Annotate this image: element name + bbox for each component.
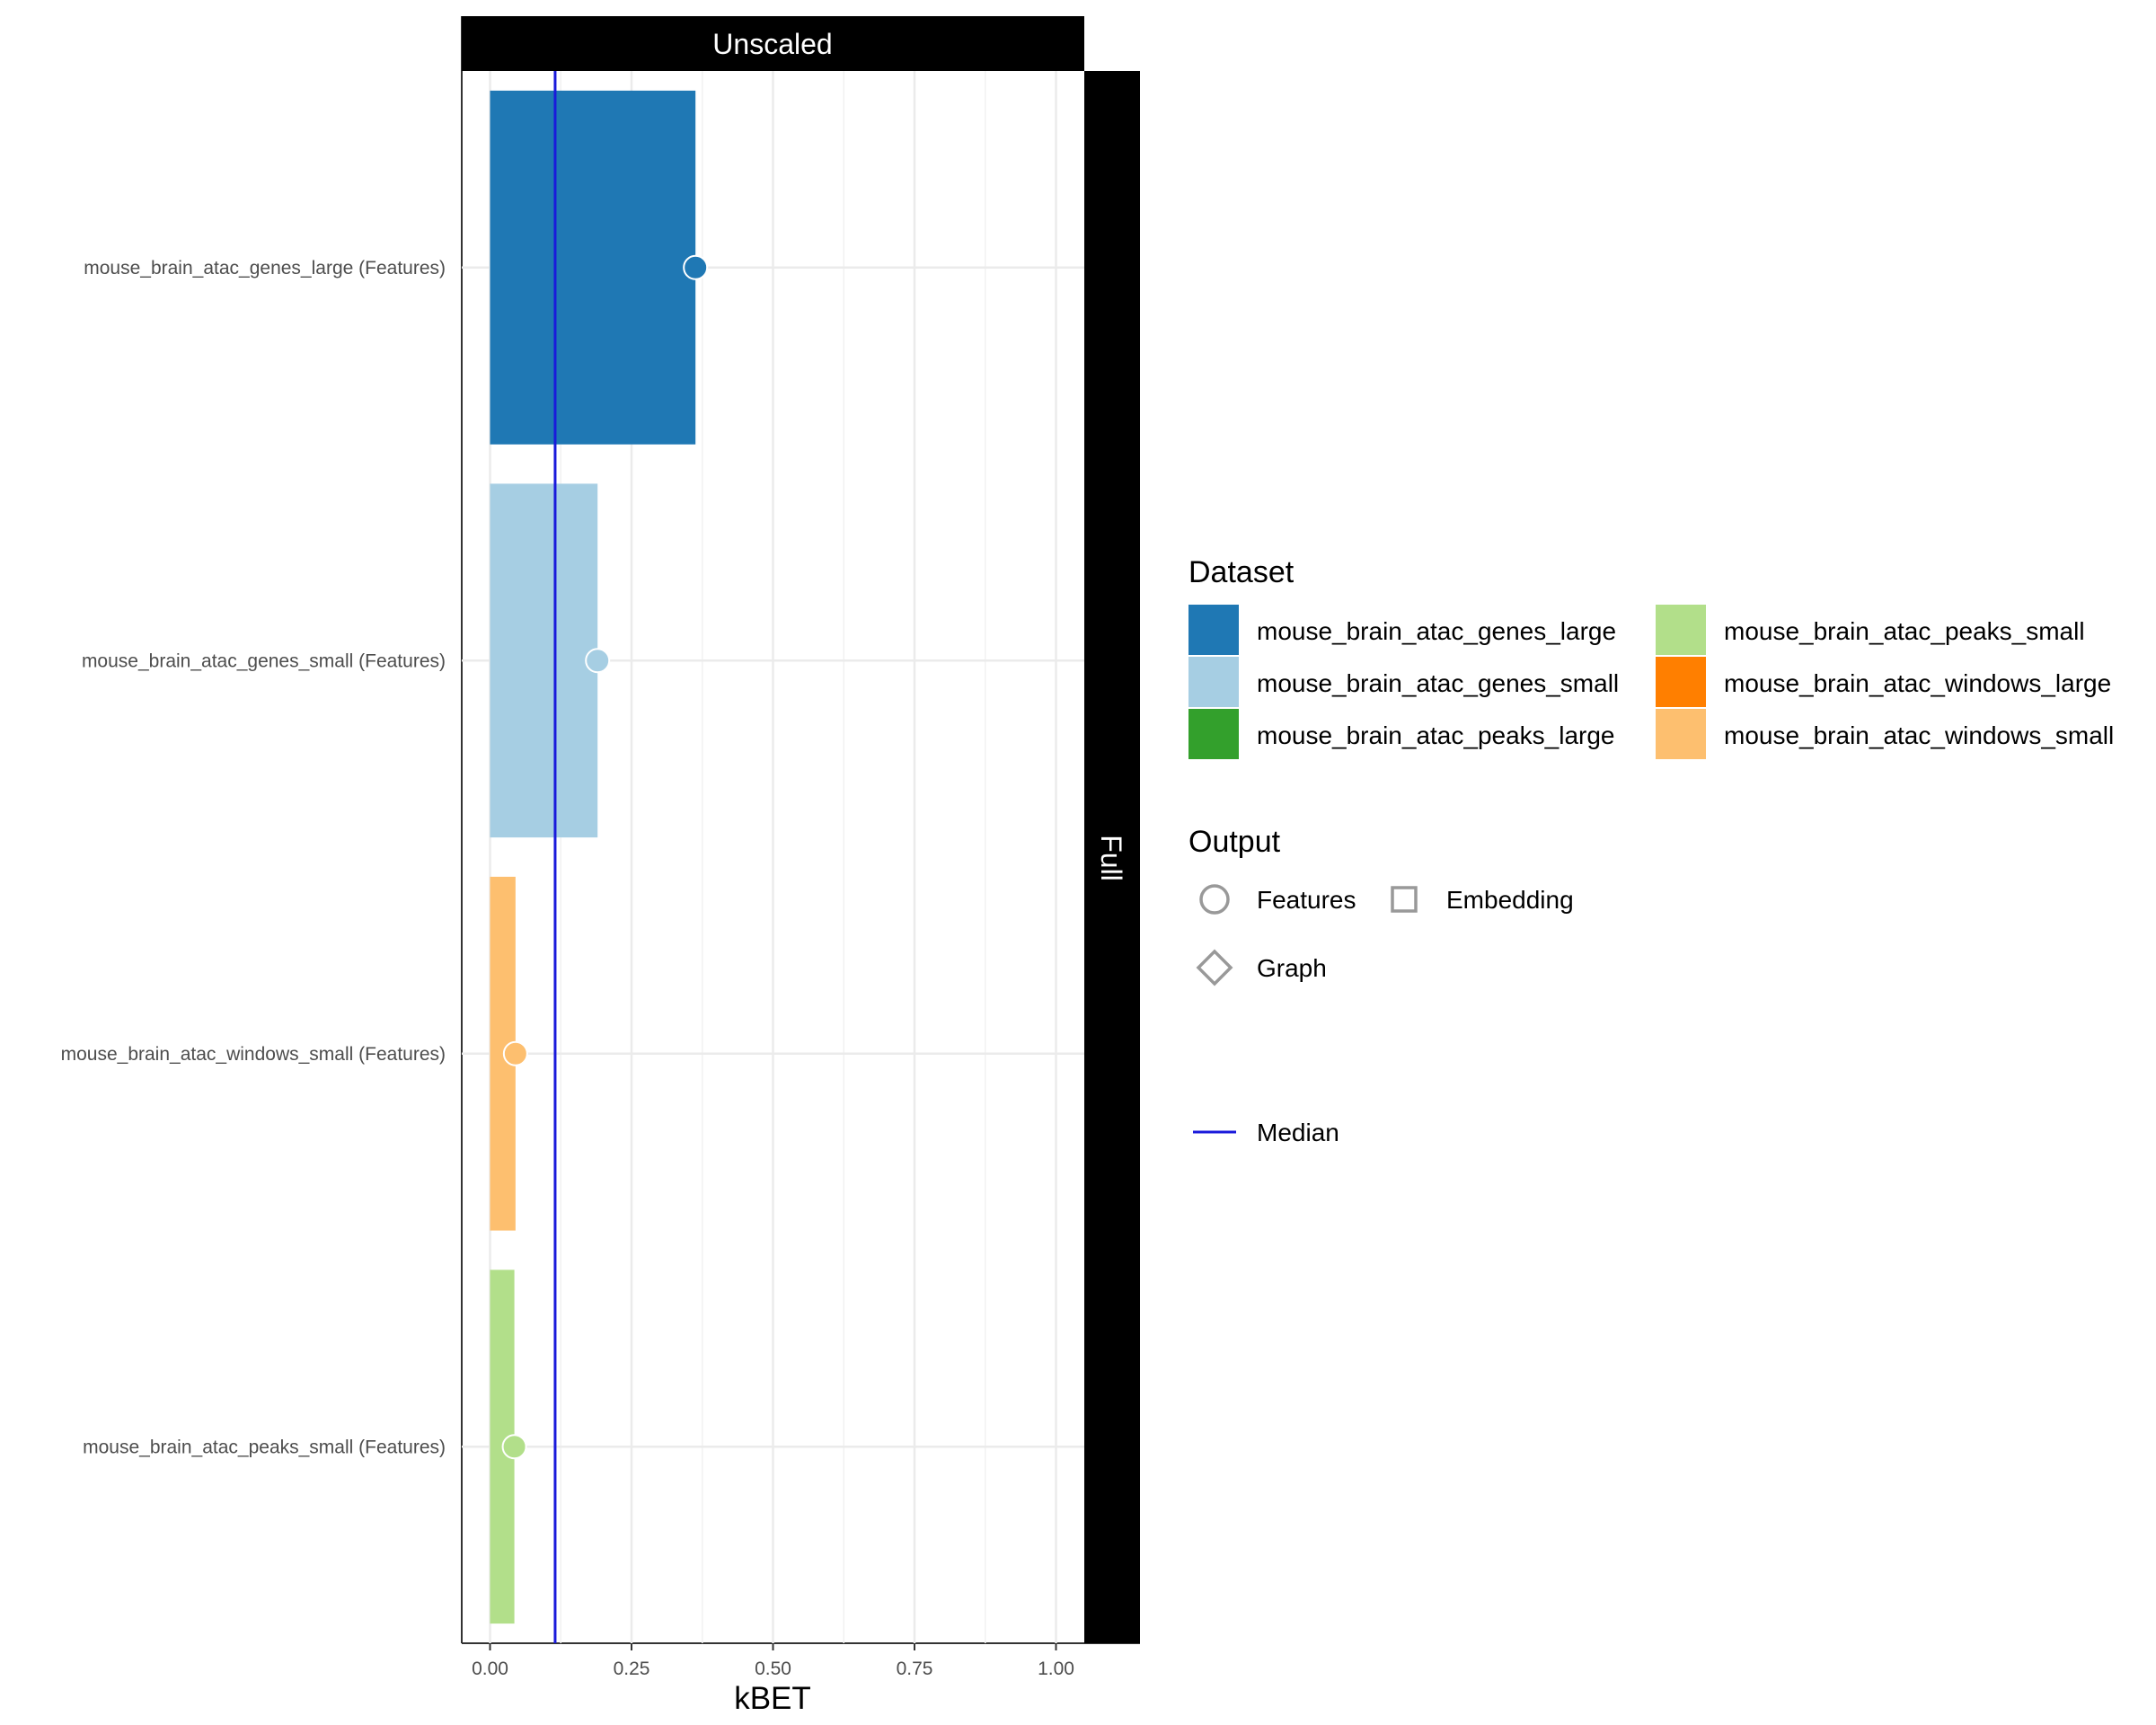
y-tick-label: mouse_brain_atac_peaks_small (Features) — [83, 1437, 446, 1457]
legend-median: Median — [1193, 1119, 1339, 1146]
x-axis-ticks: 0.00 0.25 0.50 0.75 1.00 — [472, 1643, 1074, 1679]
legend-dataset-label: mouse_brain_atac_peaks_large — [1257, 721, 1615, 749]
x-axis-title: kBET — [734, 1681, 811, 1716]
circle-icon — [1199, 884, 1230, 915]
legend: Dataset mouse_brain_atac_genes_largemous… — [1188, 555, 2114, 1146]
legend-dataset-label: mouse_brain_atac_genes_large — [1257, 617, 1616, 645]
legend-output-label: Embedding — [1446, 886, 1574, 914]
legend-dataset-key — [1656, 709, 1706, 759]
legend-output-label: Graph — [1257, 954, 1327, 982]
bar — [490, 483, 598, 838]
facet-top-label: Unscaled — [712, 28, 832, 60]
data-point — [585, 648, 611, 674]
y-tick-label: mouse_brain_atac_genes_small (Features) — [82, 650, 446, 671]
x-tick-label: 0.00 — [472, 1659, 508, 1679]
x-tick-label: 1.00 — [1038, 1659, 1074, 1679]
data-point — [502, 1040, 528, 1066]
legend-dataset-key — [1656, 605, 1706, 655]
y-tick-label: mouse_brain_atac_genes_large (Features) — [84, 258, 446, 279]
legend-output-label: Features — [1257, 886, 1356, 914]
legend-dataset-title: Dataset — [1188, 555, 1294, 589]
x-tick-label: 0.25 — [614, 1659, 650, 1679]
legend-dataset-key — [1188, 709, 1239, 759]
legend-dataset-label: mouse_brain_atac_peaks_small — [1724, 617, 2085, 645]
legend-dataset-key — [1188, 657, 1239, 707]
bars — [490, 90, 696, 1624]
x-tick-label: 0.50 — [755, 1659, 791, 1679]
x-tick-label: 0.75 — [897, 1659, 933, 1679]
legend-dataset-label: mouse_brain_atac_genes_small — [1257, 669, 1619, 697]
legend-dataset-key — [1188, 605, 1239, 655]
legend-median-label: Median — [1257, 1119, 1339, 1146]
points — [501, 254, 709, 1460]
y-axis-labels: mouse_brain_atac_genes_large (Features) m… — [61, 258, 446, 1458]
data-point — [683, 254, 709, 280]
facet-right-label: Full — [1095, 835, 1127, 881]
data-point — [501, 1434, 527, 1460]
facet-strip-top: Unscaled — [462, 16, 1084, 71]
y-tick-label: mouse_brain_atac_windows_small (Features… — [61, 1044, 446, 1065]
legend-dataset-label: mouse_brain_atac_windows_small — [1724, 721, 2114, 749]
diamond-icon — [1196, 949, 1233, 986]
legend-outputs: Features Embedding Graph — [1196, 884, 1574, 986]
facet-strip-right: Full — [1084, 71, 1140, 1643]
square-icon — [1391, 886, 1418, 913]
legend-dataset-label: mouse_brain_atac_windows_large — [1724, 669, 2111, 697]
legend-output-title: Output — [1188, 825, 1281, 859]
bar — [490, 90, 696, 445]
legend-datasets: mouse_brain_atac_genes_large mouse_brain_… — [1188, 605, 2114, 759]
legend-dataset-key — [1656, 657, 1706, 707]
